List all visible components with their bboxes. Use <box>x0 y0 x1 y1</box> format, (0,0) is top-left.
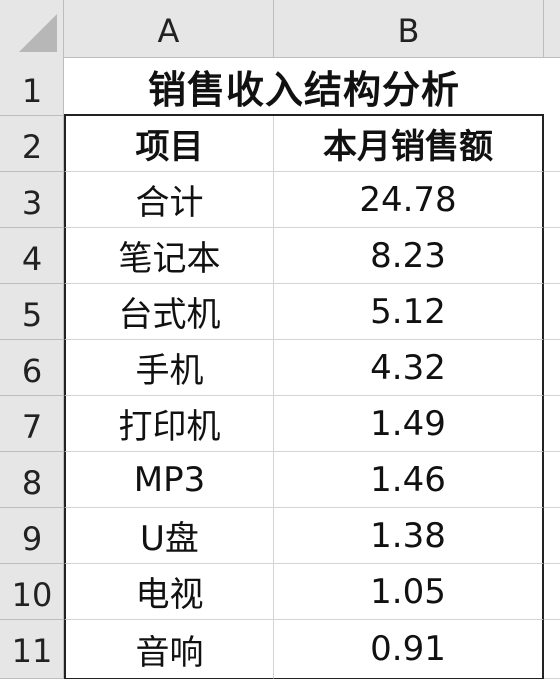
row-header-4[interactable]: 4 <box>0 228 64 284</box>
empty-cell[interactable] <box>544 340 560 396</box>
column-header-row: A B <box>0 0 560 58</box>
sales-amount-cell[interactable]: 0.91 <box>274 620 544 679</box>
sales-amount-cell-total[interactable]: 24.78 <box>274 172 544 228</box>
sales-amount-cell[interactable]: 8.23 <box>274 228 544 284</box>
empty-cell[interactable] <box>544 172 560 228</box>
sales-amount-cell[interactable]: 1.49 <box>274 396 544 452</box>
row-header-6[interactable]: 6 <box>0 340 64 396</box>
empty-cell[interactable] <box>544 620 560 679</box>
sales-amount-cell[interactable]: 1.05 <box>274 564 544 620</box>
empty-cell[interactable] <box>544 116 560 172</box>
row-header-10[interactable]: 10 <box>0 564 64 620</box>
column-header-next[interactable] <box>544 0 560 58</box>
item-name-cell-total[interactable]: 合计 <box>64 172 274 228</box>
empty-cell[interactable] <box>544 564 560 620</box>
row-header-3[interactable]: 3 <box>0 172 64 228</box>
select-all-corner[interactable] <box>0 0 64 58</box>
select-all-triangle-icon <box>19 14 57 52</box>
empty-cell[interactable] <box>544 508 560 564</box>
row-header-8[interactable]: 8 <box>0 452 64 508</box>
sales-amount-cell[interactable]: 1.46 <box>274 452 544 508</box>
item-name-cell[interactable]: 打印机 <box>64 396 274 452</box>
item-header-cell[interactable]: 项目 <box>64 116 274 172</box>
row-header-column: 1 2 3 4 5 6 7 8 9 10 11 <box>0 58 64 679</box>
sales-amount-header-cell[interactable]: 本月销售额 <box>274 116 544 172</box>
item-name-cell[interactable]: 台式机 <box>64 284 274 340</box>
empty-cell[interactable] <box>544 228 560 284</box>
row-header-2[interactable]: 2 <box>0 116 64 172</box>
column-header-a[interactable]: A <box>64 0 274 58</box>
sales-amount-cell[interactable]: 4.32 <box>274 340 544 396</box>
sales-amount-cell[interactable]: 5.12 <box>274 284 544 340</box>
item-name-cell[interactable]: MP3 <box>64 452 274 508</box>
empty-cell[interactable] <box>544 284 560 340</box>
row-header-11[interactable]: 11 <box>0 620 64 679</box>
row-header-9[interactable]: 9 <box>0 508 64 564</box>
item-name-cell[interactable]: 手机 <box>64 340 274 396</box>
item-name-cell[interactable]: 电视 <box>64 564 274 620</box>
item-name-cell[interactable]: 笔记本 <box>64 228 274 284</box>
row-header-7[interactable]: 7 <box>0 396 64 452</box>
sales-amount-cell[interactable]: 1.38 <box>274 508 544 564</box>
row-header-1[interactable]: 1 <box>0 58 64 116</box>
item-name-cell[interactable]: U盘 <box>64 508 274 564</box>
column-header-b[interactable]: B <box>274 0 544 58</box>
item-name-cell[interactable]: 音响 <box>64 620 274 679</box>
empty-cell[interactable] <box>544 396 560 452</box>
row-header-5[interactable]: 5 <box>0 284 64 340</box>
empty-cell[interactable] <box>544 452 560 508</box>
table-title-cell[interactable]: 销售收入结构分析 <box>64 58 544 116</box>
